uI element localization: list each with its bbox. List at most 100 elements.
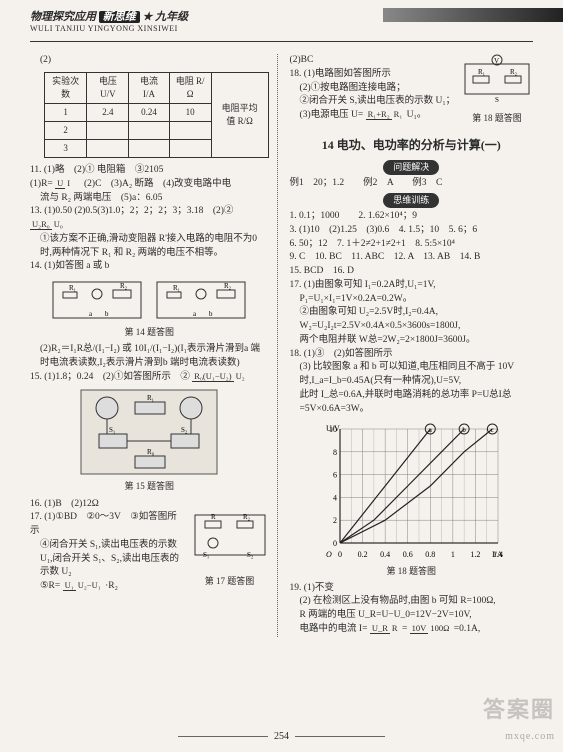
- title-cn: 物理探究应用: [30, 11, 96, 23]
- cell: [169, 139, 211, 157]
- t19: 19. (1)不变: [290, 582, 533, 596]
- svg-text:U/V: U/V: [326, 424, 340, 433]
- fraction: 10V100Ω: [410, 624, 452, 633]
- svg-text:0.2: 0.2: [358, 550, 368, 559]
- pill-problem: 问题解决: [383, 160, 439, 175]
- svg-text:b: b: [105, 310, 109, 318]
- circuit-a-icon: R₁ R₂ a b a: [49, 278, 145, 322]
- th-resistance: 电阻 R/Ω: [169, 72, 211, 103]
- q12-rest: (2)C (3)A₂ 断路 (4)改变电路中电: [75, 179, 232, 189]
- svg-text:b: b: [463, 426, 467, 434]
- t17d: W₂=U₂I₂t=2.5V×0.4A×0.5×3600s=1800J,: [290, 320, 533, 334]
- t17b: P₁=U₁×I₁=1V×0.2A=0.2W。: [290, 293, 533, 307]
- fig18a: V R₁ R₂ S 第 18 题答图: [461, 54, 533, 129]
- item-2: (2): [30, 54, 269, 68]
- frac-den: R: [390, 623, 400, 633]
- q14: 14. (1)如答图 a 或 b: [30, 260, 269, 274]
- t19c: R 两端的电压 U_R=U−U_0=12V−2V=10V,: [290, 609, 533, 623]
- circuit-photo-icon: R₁ S₁ S₂ R₀: [79, 388, 219, 476]
- circuit-17-icon: R R₂ S₁ S₂: [191, 511, 269, 567]
- svg-text:R₁: R₁: [173, 284, 180, 292]
- fraction: U₁U₂−U₁: [63, 581, 103, 590]
- th-voltage: 电压 U/V: [87, 72, 129, 103]
- svg-text:R₂: R₂: [243, 513, 251, 521]
- cell: [87, 139, 129, 157]
- svg-text:R: R: [211, 513, 216, 521]
- svg-text:S₂: S₂: [247, 551, 254, 559]
- cell: 2.4: [87, 103, 129, 121]
- svg-text:b: b: [209, 310, 213, 318]
- fraction: UI: [55, 179, 72, 188]
- fig15-caption: 第 15 题答图: [30, 480, 269, 493]
- svg-text:0.8: 0.8: [426, 550, 436, 559]
- frac-den: 100Ω: [428, 623, 451, 633]
- fig14: R₁ R₂ a b a R₁ R₂ a b: [30, 278, 269, 322]
- th-avg: 电阻平均值 R/Ω: [211, 72, 268, 157]
- pill-row-2: 思维训练: [290, 191, 533, 210]
- svg-text:S: S: [495, 96, 499, 104]
- grade: 九年级: [155, 11, 188, 23]
- svg-text:6: 6: [333, 470, 337, 479]
- r-l4: ②闭合开关 S,读出电压表的示数 U₁；: [290, 95, 457, 109]
- frac-num: R₁+R₂: [366, 109, 392, 120]
- t17: 17. (1)由图象可知 I₁=0.2A时,U₁=1V,: [290, 279, 533, 293]
- t15: 15. BCD 16. D: [290, 265, 533, 279]
- fraction: R₀(U₁−U₂)U₂: [192, 372, 246, 381]
- r-top-text: (2)BC 18. (1)电路图如答图所示 (2)①按电路图连接电路； ②闭合开…: [290, 54, 457, 129]
- watermark: 答案圈: [483, 692, 555, 724]
- svg-text:8: 8: [333, 447, 337, 456]
- t17e: 两个电阻并联 W总=2W₂=2×1800J=3600J。: [290, 334, 533, 348]
- svg-text:O: O: [326, 550, 332, 559]
- page-number: 254: [0, 731, 563, 742]
- q13-text: 13. (1)0.50 (2)0.5(3)1.0；2；2；2；3；3.18 (2…: [30, 206, 233, 216]
- fraction: U₂R₀U₀: [30, 220, 65, 229]
- svg-text:a: a: [429, 426, 433, 434]
- frac-num: U_R: [370, 623, 390, 634]
- svg-text:4: 4: [333, 493, 337, 502]
- q17c-suffix: ·R₂: [105, 581, 118, 591]
- q12: (1)R= UI (2)C (3)A₂ 断路 (4)改变电路中电: [30, 178, 269, 192]
- header-gradient-bar: [383, 8, 563, 22]
- cell: 0.24: [129, 103, 169, 121]
- r-top-row: (2)BC 18. (1)电路图如答图所示 (2)①按电路图连接电路； ②闭合开…: [290, 54, 533, 129]
- q15-text: 15. (1)1.8；0.24 (2)①如答图所示 ②: [30, 372, 190, 382]
- svg-text:1.2: 1.2: [471, 550, 481, 559]
- uv-chart: 00.20.40.60.811.21.40246810U/VI/AOabc: [316, 421, 506, 561]
- svg-text:1: 1: [451, 550, 455, 559]
- pill-row-1: 问题解决: [290, 158, 533, 177]
- section-title: 14 电功、电功率的分析与计算(一): [290, 137, 533, 154]
- q15: 15. (1)1.8；0.24 (2)①如答图所示 ② R₀(U₁−U₂)U₂: [30, 371, 269, 385]
- frac-den: I: [65, 178, 72, 188]
- cell: [87, 121, 129, 139]
- frac-den: U₂: [234, 371, 247, 381]
- header-pinyin: WULI TANJIU YINGYONG XINSIWEI: [30, 24, 533, 33]
- content-columns: (2) 实验次数 电压 U/V 电流 I/A 电阻 R/Ω 电阻平均值 R/Ω …: [0, 42, 563, 637]
- t19d-eq: =: [402, 624, 407, 634]
- fig15: R₁ S₁ S₂ R₀: [30, 388, 269, 476]
- cell: 2: [45, 121, 87, 139]
- cell: [129, 121, 169, 139]
- frac-num: U₁: [63, 580, 76, 591]
- svg-text:S₂: S₂: [181, 426, 188, 434]
- svg-text:0: 0: [338, 550, 342, 559]
- q17: 17. (1)①BD ②0～3V ③如答图所示: [30, 511, 185, 539]
- svg-text:S₁: S₁: [203, 551, 209, 559]
- t18b: (3) 比较图象 a 和 b 可以知道,电压相同且不高于 10V 时,I_a=I…: [290, 361, 533, 389]
- fig14-caption: 第 14 题答图: [30, 326, 269, 339]
- q11: 11. (1)略 (2)① 电阻箱 ③2105: [30, 164, 269, 178]
- svg-text:c: c: [491, 426, 494, 434]
- t9: 9. C 10. BC 11. ABC 12. A 13. AB 14. B: [290, 251, 533, 265]
- pill-training: 思维训练: [383, 193, 439, 208]
- fig17: R R₂ S₁ S₂ 第 17 题答图: [191, 511, 269, 592]
- cell: [169, 121, 211, 139]
- q12c: 流与 R₂ 两端电压 (5)a：6.05: [30, 192, 269, 206]
- q12-prefix: (1)R=: [30, 179, 53, 189]
- page-header: 物理探究应用 新思维 ★ 九年级 WULI TANJIU YINGYONG XI…: [0, 0, 563, 37]
- left-column: (2) 实验次数 电压 U/V 电流 I/A 电阻 R/Ω 电阻平均值 R/Ω …: [30, 54, 278, 637]
- svg-text:S₁: S₁: [109, 426, 115, 434]
- cell: 3: [45, 139, 87, 157]
- svg-text:V: V: [494, 57, 499, 65]
- r-l2: 18. (1)电路图如答图所示: [290, 68, 457, 82]
- svg-text:I/A: I/A: [492, 550, 503, 559]
- fig18b-caption: 第 18 题答图: [290, 565, 533, 578]
